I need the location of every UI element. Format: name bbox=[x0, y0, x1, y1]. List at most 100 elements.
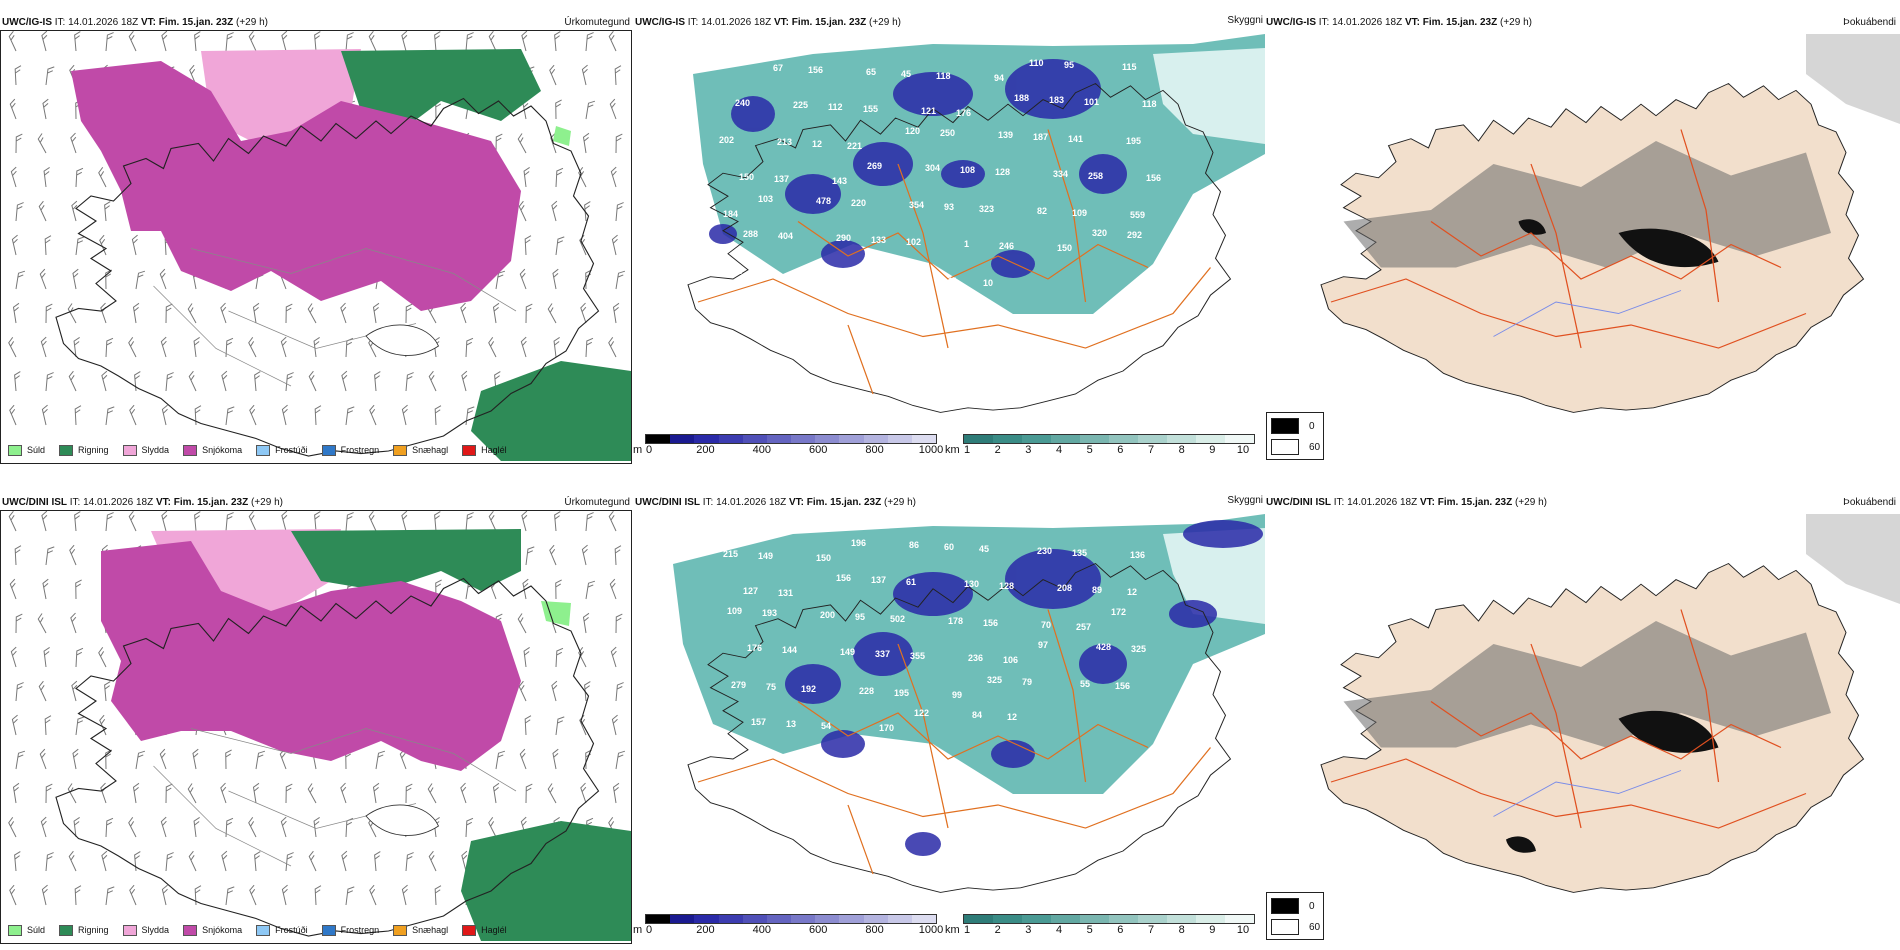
wind-barb bbox=[248, 337, 257, 358]
precip-header-2: UWC/DINI ISL IT: 14.01.2026 18Z VT: Fim.… bbox=[2, 497, 283, 508]
wind-barb bbox=[132, 302, 140, 324]
legend-swatch bbox=[321, 444, 336, 456]
colorbar-tick: 800 bbox=[865, 924, 884, 936]
cloudbase-value: 137 bbox=[774, 174, 789, 184]
rain-area-north bbox=[291, 529, 521, 591]
wind-barb bbox=[345, 886, 355, 906]
wind-barb bbox=[132, 782, 140, 804]
wind-barb bbox=[10, 166, 17, 188]
legend-label: Frostregn bbox=[340, 445, 380, 455]
cloudbase-value: 84 bbox=[972, 710, 982, 720]
cloudbase-value: 135 bbox=[1072, 548, 1087, 558]
cloudbase-value: 304 bbox=[925, 163, 940, 173]
wind-barb bbox=[252, 302, 260, 324]
cloudbase-value: 195 bbox=[1126, 136, 1141, 146]
cloudbase-value: 54 bbox=[821, 721, 831, 731]
wind-barb bbox=[553, 336, 560, 358]
wind-barb bbox=[465, 337, 474, 358]
drizzle-area bbox=[553, 126, 571, 146]
wind-barb bbox=[72, 748, 79, 770]
wind-barb bbox=[72, 268, 79, 290]
wind-barb bbox=[405, 783, 413, 804]
wind-barb bbox=[609, 578, 617, 600]
legend-item: Frostregn bbox=[321, 444, 380, 456]
wind-barb bbox=[345, 406, 355, 426]
cloudbase-value: 193 bbox=[762, 608, 777, 618]
wind-barb bbox=[159, 748, 167, 770]
wind-barb bbox=[314, 511, 321, 532]
wind-barb bbox=[160, 336, 167, 358]
wind-barb bbox=[105, 337, 114, 358]
cloudbase-value: 150 bbox=[1057, 243, 1072, 253]
snow-area bbox=[71, 61, 521, 311]
cloudbase-value: 12 bbox=[812, 139, 822, 149]
wind-barb bbox=[45, 303, 53, 324]
wind-barb bbox=[307, 783, 317, 804]
wind-barb bbox=[37, 613, 47, 634]
cloudbase-value: 141 bbox=[1068, 134, 1083, 144]
cloudbase-value: 132 bbox=[727, 266, 742, 276]
cloudbase-value: 1 bbox=[964, 239, 969, 249]
legend-item: Snæhagl bbox=[393, 924, 448, 936]
wind-barb bbox=[434, 405, 442, 426]
wind-barb bbox=[405, 852, 414, 872]
cloudbase-value: 213 bbox=[777, 137, 792, 147]
cloudbase-value: 70 bbox=[1041, 620, 1051, 630]
cloudbase-value: 157 bbox=[751, 717, 766, 727]
wind-barb bbox=[428, 370, 437, 392]
wind-barb bbox=[134, 371, 141, 392]
legend-label: Frostúði bbox=[275, 445, 308, 455]
wind-barb bbox=[280, 816, 287, 838]
wind-barb bbox=[70, 132, 77, 154]
wind-barb bbox=[585, 512, 594, 532]
cloudbase-value: 101 bbox=[1084, 97, 1099, 107]
wind-barb bbox=[39, 748, 47, 770]
cloudbase-value: 122 bbox=[914, 708, 929, 718]
wind-barb bbox=[313, 816, 320, 838]
wind-barb bbox=[340, 782, 347, 804]
wind-barb bbox=[135, 270, 146, 290]
wind-barb bbox=[552, 268, 559, 290]
colorbar-tick: 9 bbox=[1209, 444, 1216, 456]
legend-swatch bbox=[256, 444, 271, 456]
wind-barb bbox=[38, 200, 47, 222]
wind-barb bbox=[165, 303, 173, 324]
colorbar-tick: 5 bbox=[1086, 444, 1093, 456]
cloudbase-value: 95 bbox=[855, 612, 865, 622]
cloudbase-value: 288 bbox=[743, 229, 758, 239]
cloudbase-value: 320 bbox=[1092, 228, 1107, 238]
precip-title-1: Úrkomutegund bbox=[564, 17, 630, 28]
wind-barb bbox=[14, 851, 21, 872]
cloudbase-value: 115 bbox=[1122, 62, 1137, 72]
wind-barb bbox=[608, 31, 617, 52]
colorbar-tick: 10 bbox=[1236, 924, 1250, 936]
wind-barb bbox=[524, 235, 532, 256]
wind-barb bbox=[401, 404, 408, 426]
wind-barb bbox=[8, 511, 17, 532]
wind-barb bbox=[314, 405, 322, 426]
wind-barb bbox=[525, 303, 533, 324]
cloudbase-value: 337 bbox=[875, 649, 890, 659]
cloudbase-value: 60 bbox=[944, 542, 954, 552]
wind-barb bbox=[105, 749, 112, 770]
legend-item: Haglél bbox=[462, 444, 507, 456]
wind-barb bbox=[461, 850, 468, 872]
wind-barb bbox=[523, 646, 530, 668]
wind-barb bbox=[615, 682, 624, 702]
wind-barb bbox=[581, 64, 588, 86]
wind-barb bbox=[69, 544, 77, 566]
cloudbase-value: 103 bbox=[758, 194, 773, 204]
legend-item: Snjókoma bbox=[183, 924, 242, 936]
wind-barb bbox=[401, 511, 408, 532]
cloudbase-value: 170 bbox=[879, 723, 894, 733]
cloudbase-value: 230 bbox=[1037, 546, 1052, 556]
legend-label: Haglél bbox=[481, 445, 507, 455]
cloudbase-value: 183 bbox=[1049, 95, 1064, 105]
wind-barb bbox=[525, 546, 535, 566]
legend-item: Haglél bbox=[462, 924, 507, 936]
wind-barb bbox=[128, 31, 137, 52]
cloudbase-value: 156 bbox=[983, 618, 998, 628]
wind-barb bbox=[128, 337, 137, 358]
cloudbase-value: 61 bbox=[906, 577, 916, 587]
cloudbase-map-1: 67 67 156 65 45 118 94 110 95 115 240 225 112 155 121 1… bbox=[633, 34, 1265, 430]
